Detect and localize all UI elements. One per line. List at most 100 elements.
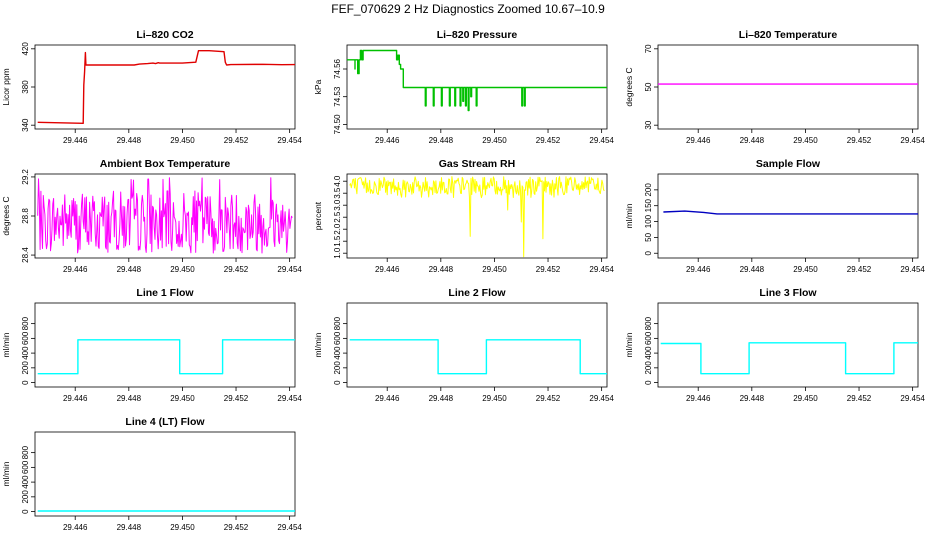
sampleflow-ytick-label: 0 (644, 250, 653, 255)
pressure-ytick-label: 74.50 (333, 114, 342, 135)
line4-ytick-label: 200 (21, 490, 30, 504)
line1-xtick-label: 29.454 (277, 394, 302, 403)
sampleflow-ytick-label: 150 (644, 198, 653, 212)
pressure-ytick-label: 74.53 (333, 86, 342, 107)
rh-series-line (349, 176, 605, 258)
line2-title: Line 2 Flow (448, 287, 506, 299)
line2-xtick-label: 29.450 (482, 394, 507, 403)
line4-xtick-label: 29.454 (277, 523, 302, 532)
line3-ytick-label: 600 (644, 331, 653, 345)
rh-plot-frame (346, 173, 608, 259)
line1-xtick-label: 29.448 (117, 394, 142, 403)
panel-co2: Li–820 CO2 29.446 29.448 29.450 29.452 29.454… (1, 29, 302, 145)
line4-ytick-label: 600 (21, 460, 30, 474)
temperature-ylabel: degrees C (624, 67, 634, 106)
sampleflow-ylabel: ml/min (624, 203, 634, 228)
boxtemp-ytick-label: 28.4 (21, 247, 30, 263)
line2-xtick-label: 29.452 (536, 394, 561, 403)
sampleflow-ytick-label: 200 (644, 183, 653, 197)
sampleflow-series-line (663, 210, 918, 215)
rh-ytick-label: 4.0 (333, 175, 342, 187)
line3-ytick-label: 200 (644, 361, 653, 375)
temperature-xtick-label: 29.446 (686, 136, 711, 145)
panel-rh: Gas Stream RH 29.446 29.448 29.450 29.452 29.… (313, 158, 614, 274)
line1-title: Line 1 Flow (136, 287, 194, 299)
temperature-xtick-label: 29.448 (740, 136, 765, 145)
sampleflow-plot-frame (657, 173, 919, 259)
line2-series-line (349, 339, 607, 375)
figure-title: FEF_070629 2 Hz Diagnostics Zoomed 10.67… (331, 2, 605, 16)
line3-ytick-label: 0 (644, 380, 653, 385)
line3-plot-frame (657, 302, 919, 388)
line3-xtick-label: 29.452 (847, 394, 872, 403)
sampleflow-xtick-label: 29.446 (686, 265, 711, 274)
panel-boxtemp: Ambient Box Temperature 29.446 29.448 29.45… (1, 158, 302, 274)
line1-xtick-label: 29.446 (63, 394, 88, 403)
sampleflow-ytick-label: 100 (644, 214, 653, 228)
panel-line4: Line 4 (LT) Flow 29.446 29.448 29.450 29.452… (1, 416, 302, 532)
boxtemp-series-line (37, 177, 293, 254)
line2-ytick-label: 200 (333, 361, 342, 375)
co2-title: Li–820 CO2 (136, 29, 193, 41)
pressure-xtick-label: 29.446 (375, 136, 400, 145)
line1-ylabel: ml/min (1, 332, 11, 357)
boxtemp-ytick-label: 28.8 (21, 208, 30, 224)
boxtemp-title: Ambient Box Temperature (100, 158, 231, 170)
rh-ytick-label: 1.0 (333, 247, 342, 259)
panel-line3: Line 3 Flow 29.446 29.448 29.450 29.452 29.45… (624, 287, 925, 403)
line1-ytick-label: 400 (21, 346, 30, 360)
sampleflow-xtick-label: 29.448 (740, 265, 765, 274)
rh-ytick-label: 2.5 (333, 211, 342, 223)
line1-ytick-label: 600 (21, 331, 30, 345)
rh-xtick-label: 29.448 (429, 265, 454, 274)
line4-plot-frame (34, 431, 296, 517)
line3-xtick-label: 29.454 (900, 394, 925, 403)
sampleflow-title: Sample Flow (756, 158, 821, 170)
boxtemp-xtick-label: 29.448 (117, 265, 142, 274)
sampleflow-xtick-label: 29.454 (900, 265, 925, 274)
pressure-xtick-label: 29.450 (482, 136, 507, 145)
co2-series-line (37, 50, 296, 124)
line4-ytick-label: 400 (21, 475, 30, 489)
panel-temperature: Li–820 Temperature 29.446 29.448 29.450 29.4… (624, 29, 925, 145)
line3-series-line (660, 342, 918, 375)
pressure-ylabel: kPa (313, 79, 323, 94)
boxtemp-xtick-label: 29.454 (277, 265, 302, 274)
boxtemp-xtick-label: 29.452 (224, 265, 249, 274)
temperature-xtick-label: 29.454 (900, 136, 925, 145)
co2-xtick-label: 29.446 (63, 136, 88, 145)
line1-xtick-label: 29.452 (224, 394, 249, 403)
line1-ytick-label: 800 (21, 316, 30, 330)
co2-ylabel: Licor ppm (1, 68, 11, 105)
pressure-series-line (347, 49, 607, 112)
line4-xtick-label: 29.452 (224, 523, 249, 532)
rh-ytick-label: 3.0 (333, 199, 342, 211)
line3-title: Line 3 Flow (759, 287, 817, 299)
co2-xtick-label: 29.452 (224, 136, 249, 145)
boxtemp-xtick-label: 29.446 (63, 265, 88, 274)
temperature-ytick-label: 70 (644, 44, 653, 53)
rh-xtick-label: 29.452 (536, 265, 561, 274)
co2-xtick-label: 29.450 (170, 136, 195, 145)
pressure-xtick-label: 29.454 (589, 136, 614, 145)
line4-xtick-label: 29.450 (170, 523, 195, 532)
co2-plot-frame (34, 44, 296, 130)
panel-pressure: Li–820 Pressure 29.446 29.448 29.450 29.452 2… (313, 29, 614, 145)
line2-ytick-label: 400 (333, 346, 342, 360)
temperature-ytick-label: 30 (644, 120, 653, 129)
line1-series-line (37, 339, 295, 375)
line2-plot-frame (346, 302, 608, 388)
line4-xtick-label: 29.446 (63, 523, 88, 532)
sampleflow-ytick-label: 50 (644, 232, 653, 241)
rh-ytick-label: 3.5 (333, 187, 342, 199)
line1-ytick-label: 0 (21, 380, 30, 385)
line2-ytick-label: 600 (333, 331, 342, 345)
rh-title: Gas Stream RH (439, 158, 515, 170)
panel-sampleflow: Sample Flow 29.446 29.448 29.450 29.452 29.45… (624, 158, 925, 274)
line2-xtick-label: 29.446 (375, 394, 400, 403)
line2-ylabel: ml/min (313, 332, 323, 357)
line1-ytick-label: 200 (21, 361, 30, 375)
line2-ytick-label: 800 (333, 316, 342, 330)
line2-xtick-label: 29.454 (589, 394, 614, 403)
boxtemp-xtick-label: 29.450 (170, 265, 195, 274)
